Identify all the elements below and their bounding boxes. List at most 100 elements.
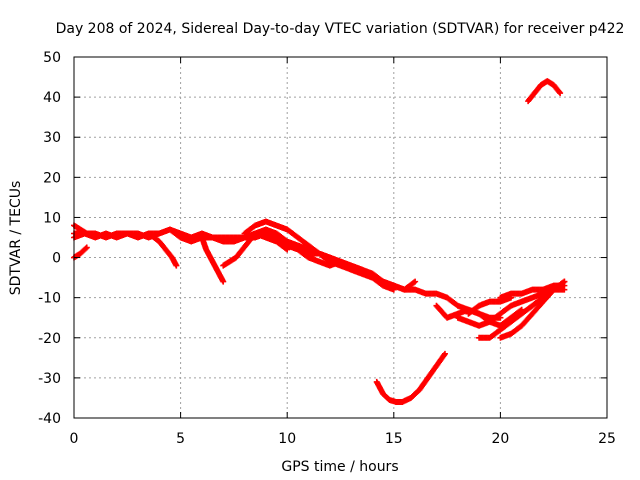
data-point: [422, 290, 429, 297]
x-tick-label: 25: [598, 431, 616, 447]
data-point: [134, 234, 141, 241]
data-point: [465, 318, 472, 325]
data-point: [113, 230, 120, 237]
data-point: [540, 298, 547, 305]
data-point: [529, 302, 536, 309]
data-point: [465, 310, 472, 317]
data-point: [273, 230, 280, 237]
data-point: [83, 244, 90, 251]
data-point: [410, 279, 417, 286]
data-point: [305, 242, 312, 249]
data-point: [531, 90, 538, 97]
x-tick-label: 5: [176, 431, 185, 447]
data-point: [454, 314, 461, 321]
data-point: [145, 230, 152, 237]
x-tick-label: 10: [278, 431, 296, 447]
plot-frame: [73, 56, 608, 419]
y-axis-label: SDTVAR / TECUs: [8, 181, 24, 296]
data-point: [245, 238, 252, 245]
data-point: [369, 270, 376, 277]
data-point: [486, 334, 493, 341]
data-point: [207, 254, 214, 261]
data-point: [486, 318, 493, 325]
data-point: [529, 310, 536, 317]
data-point: [220, 278, 227, 285]
data-point: [540, 286, 547, 293]
data-point: [550, 282, 557, 289]
y-tick-label: -40: [38, 411, 61, 427]
data-point: [497, 334, 504, 341]
data-point: [294, 246, 301, 253]
data-points: [71, 78, 568, 405]
data-point: [390, 282, 397, 289]
data-point: [220, 238, 227, 245]
data-point: [220, 262, 227, 269]
data-point: [497, 294, 504, 301]
data-point: [407, 394, 414, 401]
data-point: [262, 234, 269, 241]
data-point: [380, 278, 387, 285]
series-arc-11: [317, 251, 503, 321]
data-point: [326, 254, 333, 261]
y-tick-label: 40: [43, 90, 61, 106]
data-point: [305, 254, 312, 261]
data-point: [433, 302, 440, 309]
data-point: [373, 378, 380, 385]
data-point: [476, 302, 483, 309]
data-point: [544, 78, 551, 85]
y-tick-label: 50: [43, 50, 61, 66]
data-point: [198, 234, 205, 241]
data-point: [557, 90, 564, 97]
data-point: [358, 266, 365, 273]
x-axis-label: GPS time / hours: [281, 459, 398, 475]
y-tick-label: 10: [43, 210, 61, 226]
data-point: [412, 286, 419, 293]
data-point: [209, 234, 216, 241]
data-point: [508, 290, 515, 297]
data-point: [529, 294, 536, 301]
data-point: [416, 386, 423, 393]
data-point: [392, 398, 399, 405]
data-point: [273, 238, 280, 245]
data-point: [550, 82, 557, 89]
data-point: [433, 290, 440, 297]
y-tick-label: 30: [43, 130, 61, 146]
data-point: [156, 238, 163, 245]
data-point: [173, 262, 180, 269]
data-point: [124, 230, 131, 237]
x-tick-label: 20: [491, 431, 509, 447]
data-point: [486, 298, 493, 305]
data-point: [77, 226, 84, 233]
data-point: [92, 230, 99, 237]
data-point: [508, 302, 515, 309]
data-point: [561, 282, 568, 289]
y-tick-label: -30: [38, 371, 61, 387]
data-point: [262, 226, 269, 233]
data-point: [316, 250, 323, 257]
data-point: [518, 298, 525, 305]
x-tick-label: 0: [70, 431, 79, 447]
data-point: [188, 238, 195, 245]
data-point: [537, 82, 544, 89]
data-point: [518, 290, 525, 297]
data-point: [525, 98, 532, 105]
data-point: [252, 222, 259, 229]
data-point: [166, 226, 173, 233]
data-point: [386, 396, 393, 403]
x-tick-label: 15: [385, 431, 403, 447]
data-point: [82, 245, 89, 252]
y-tick-label: 0: [52, 251, 61, 267]
data-point: [273, 222, 280, 229]
data-point: [529, 286, 536, 293]
y-tick-label: -10: [38, 291, 61, 307]
y-tick-label: 20: [43, 170, 61, 186]
data-point: [203, 246, 210, 253]
data-point: [508, 330, 515, 337]
data-point: [476, 334, 483, 341]
data-point: [252, 230, 259, 237]
data-point: [348, 262, 355, 269]
data-point: [77, 250, 84, 257]
chart-title: Day 208 of 2024, Sidereal Day-to-day VTE…: [56, 21, 625, 37]
data-point: [508, 318, 515, 325]
data-point: [316, 258, 323, 265]
